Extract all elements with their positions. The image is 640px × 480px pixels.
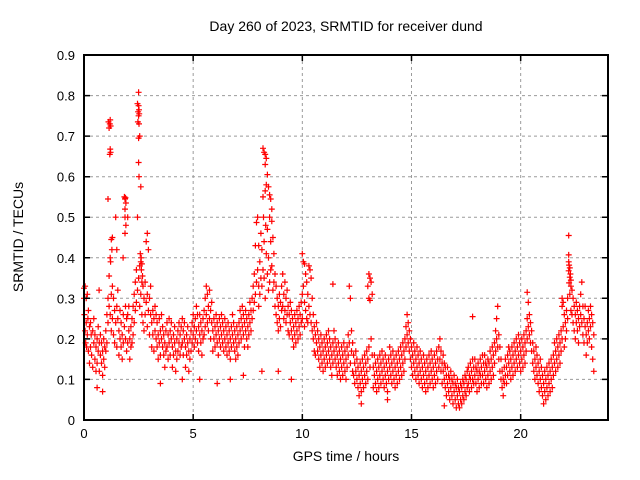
x-tick-label: 15 [404,426,418,441]
y-tick-label: 0.4 [57,251,75,266]
grid-lines [84,55,608,420]
y-tick-label: 0.1 [57,372,75,387]
x-tick-label: 5 [190,426,197,441]
y-tick-label: 0.3 [57,291,75,306]
y-tick-label: 0 [68,413,75,428]
chart-title: Day 260 of 2023, SRMTID for receiver dun… [209,18,483,34]
y-tick-label: 0.6 [57,170,75,185]
plot-border [83,54,609,421]
x-axis-label: GPS time / hours [292,448,400,464]
x-tick-label: 10 [295,426,309,441]
y-tick-label: 0.2 [57,332,75,347]
y-tick-label: 0.5 [57,210,75,225]
y-tick-label: 0.9 [57,48,75,63]
y-tick-label: 0.8 [57,89,75,104]
scatter-points [81,89,597,411]
x-tick-label: 20 [513,426,527,441]
x-tick-label: 0 [80,426,87,441]
y-tick-label: 0.7 [57,129,75,144]
tick-marks [83,54,608,421]
